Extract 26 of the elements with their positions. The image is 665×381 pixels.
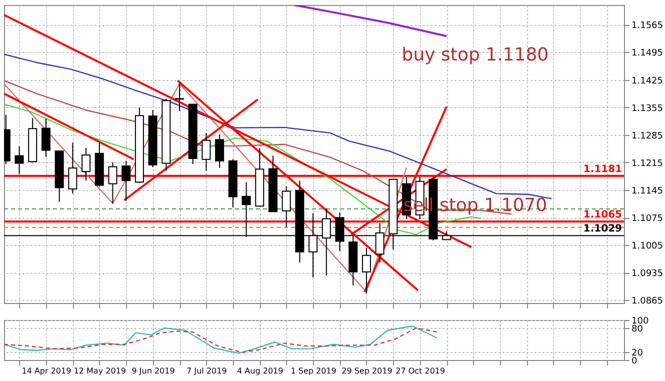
x-tick-label: 4 Aug 2019	[237, 366, 284, 376]
x-tick-label: 29 Sep 2019	[342, 366, 392, 376]
y-tick-label: 1.0935	[632, 269, 663, 280]
y-tick-label: 0	[632, 356, 638, 366]
y-tick-label: 1.1075	[632, 214, 663, 224]
y-tick-label: 1.1355	[632, 104, 663, 114]
ref-line-label: 1.1065	[583, 210, 622, 221]
y-tick-label: 1.1215	[632, 158, 663, 169]
x-tick-label: 27 Oct 2019	[396, 366, 446, 376]
y-tick-label: 1.1005	[632, 242, 663, 252]
y-tick-label: 80	[632, 324, 644, 334]
y-tick-label: 20	[632, 348, 644, 358]
ref-line-label: 1.1181	[583, 164, 622, 175]
y-tick-label: 1.0865	[632, 296, 663, 307]
annotation: buy stop 1.1180	[402, 44, 549, 66]
x-tick-label: 9 Jun 2019	[132, 366, 175, 376]
x-tick-label: 1 Sep 2019	[290, 366, 336, 376]
y-tick-label: 1.1285	[632, 131, 663, 142]
x-tick-label: 14 Apr 2019	[22, 366, 72, 376]
y-tick-label: 1.1565	[632, 21, 663, 32]
y-tick-label: 1.1495	[632, 48, 663, 59]
ref-line-label: 1.1029	[583, 224, 622, 235]
y-tick-label: 1.1145	[632, 186, 663, 197]
y-tick-label: 1.1425	[632, 76, 663, 86]
x-tick-label: 7 Jul 2019	[186, 366, 227, 376]
x-tick-label: 12 May 2019	[74, 366, 126, 376]
